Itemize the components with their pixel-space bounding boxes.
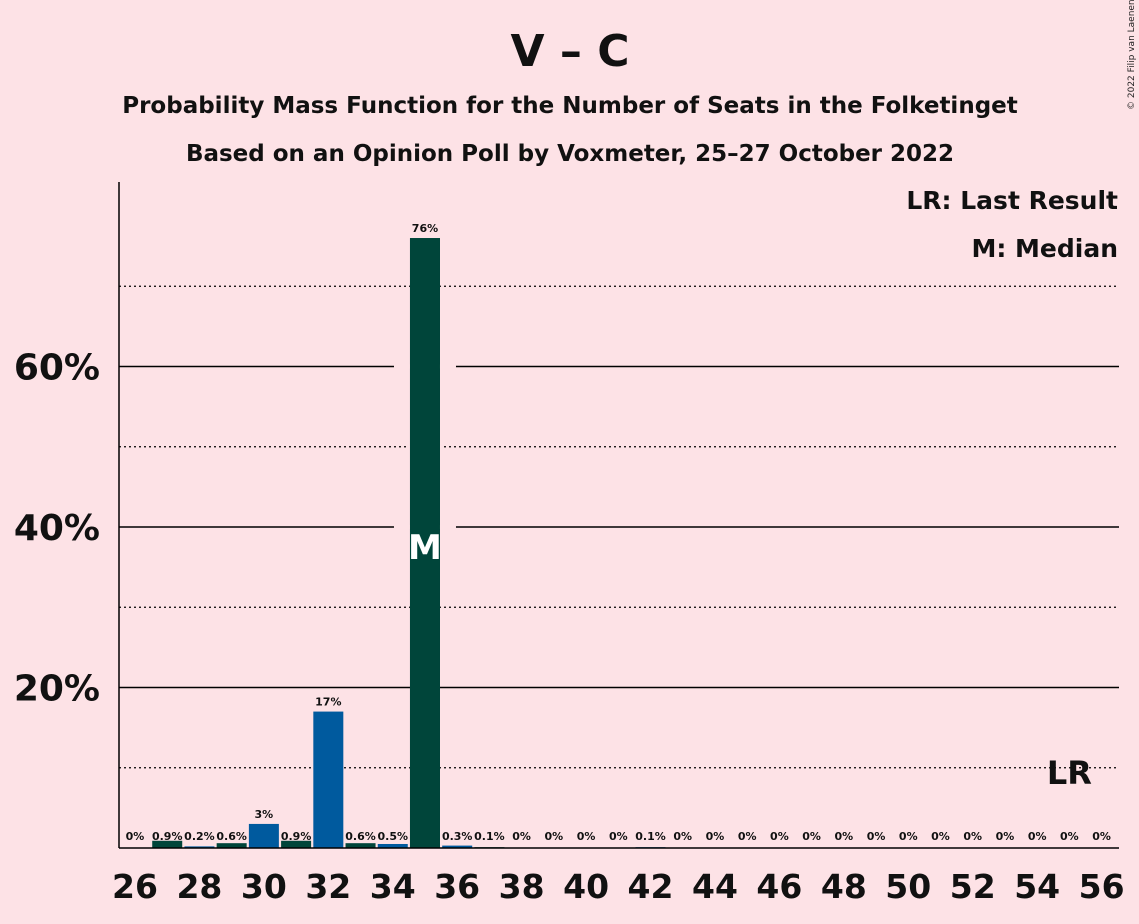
legend-median: M: Median [971,234,1118,263]
x-tick-label: 32 [305,867,351,906]
chart-subtitle-2: Based on an Opinion Poll by Voxmeter, 25… [186,141,954,167]
x-tick-label: 52 [950,867,996,906]
x-tick-label: 38 [499,867,545,906]
bar-label: 0% [770,830,789,843]
bar-label: 0% [1060,830,1079,843]
bar-label: 0% [963,830,982,843]
y-tick-label: 60% [14,348,100,389]
bar-seat-30 [248,823,279,848]
bar-label: 0% [706,830,725,843]
x-tick-label: 30 [241,867,287,906]
x-tick-label: 50 [885,867,931,906]
bar-label: 0% [609,830,628,843]
bar-label: 0.5% [378,830,409,843]
x-tick-label: 28 [176,867,222,906]
median-marker: M [408,528,442,568]
bar-label: 3% [255,808,274,821]
x-tick-label: 42 [628,867,674,906]
y-tick-labels-group: 20% 40% 60% [14,348,100,710]
x-tick-label: 46 [756,867,802,906]
bar-seat-34 [377,843,408,848]
bar-label: 0.2% [184,830,215,843]
x-tick-label: 56 [1079,867,1125,906]
bar-label: 0% [577,830,596,843]
chart-title: V – C [511,26,630,77]
bar-label: 0.9% [152,830,183,843]
bar-label: 0.6% [345,830,376,843]
bar-label: 0% [673,830,692,843]
x-tick-label: 48 [821,867,867,906]
x-tick-label: 36 [434,867,480,906]
x-tick-label: 54 [1014,867,1060,906]
gridlines [119,285,1119,769]
bar-label: 17% [315,696,341,709]
copyright-note: © 2022 Filip van Laenen [1127,0,1137,110]
bar-label: 0.1% [474,830,505,843]
bar-seat-31 [281,840,312,848]
x-tick-label: 44 [692,867,738,906]
bar-label: 0.6% [216,830,247,843]
y-tick-label: 20% [14,669,100,710]
y-tick-label: 40% [14,508,100,549]
x-tick-label: 40 [563,867,609,906]
bar-seat-28 [184,846,215,848]
bar-label: 0% [931,830,950,843]
bars-group: M [152,238,666,849]
bar-label: 0% [996,830,1015,843]
bar-labels-group: 0% 0.9% 0.2% 0.6%3%0.9%17%0.6% 0.5%76%0.3% 0.… [126,222,1111,843]
bar-seat-27 [152,840,183,848]
bar-label: 0% [899,830,918,843]
chart-subtitle-1: Probability Mass Function for the Number… [122,93,1018,119]
bar-label: 0% [867,830,886,843]
bar-seat-32 [313,711,344,848]
x-tick-label: 34 [370,867,416,906]
bar-seat-35-median [409,238,440,849]
bar-label: 0% [834,830,853,843]
bar-label: 0% [802,830,821,843]
bar-seat-29 [216,843,247,848]
legend-last-result: LR: Last Result [906,186,1118,215]
x-tick-label: 26 [112,867,158,906]
bar-label: 76% [412,222,438,235]
bar-label: 0.1% [635,830,666,843]
bar-seat-33 [345,843,376,848]
bar-label: 0% [126,830,145,843]
bar-label: 0% [512,830,531,843]
bar-label: 0% [1028,830,1047,843]
bar-label: 0% [545,830,564,843]
bar-seat-36 [442,845,473,848]
bar-label: 0% [738,830,757,843]
bar-label: 0.9% [281,830,312,843]
last-result-marker: LR [1047,754,1092,792]
bar-label: 0% [1092,830,1111,843]
x-tick-labels-group: 26 28 30 32 34 36 38 40 42 44 46 48 50 52 54 56 [112,867,1125,906]
bar-label: 0.3% [442,830,473,843]
